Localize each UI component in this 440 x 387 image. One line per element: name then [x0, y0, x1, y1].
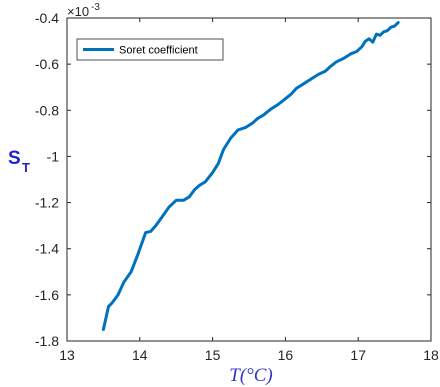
y-exponent-base: ×10	[67, 4, 89, 19]
y-tick-label: -1.6	[35, 287, 59, 303]
y-tick-label: -1.4	[35, 241, 59, 257]
x-tick-label: 13	[59, 347, 75, 363]
x-tick-label: 14	[132, 347, 148, 363]
x-tick-label: 16	[278, 347, 294, 363]
y-exponent: ×10 -3	[67, 2, 100, 19]
legend-label: Soret coefficient	[119, 45, 198, 57]
x-tick-label: 15	[205, 347, 221, 363]
x-tick-label: 18	[423, 347, 439, 363]
y-tick-label: -0.4	[35, 10, 59, 26]
x-tick-label: 17	[350, 347, 366, 363]
y-axis-label: S T	[8, 148, 30, 175]
y-exponent-power: -3	[91, 2, 100, 13]
y-axis-label-subscript: T	[22, 160, 30, 175]
y-tick-label: -1.8	[35, 333, 59, 349]
y-tick-label: -0.6	[35, 56, 59, 72]
x-axis-label: T(°C)	[229, 365, 273, 386]
y-tick-label: -1.2	[35, 195, 59, 211]
plot-area	[67, 18, 431, 341]
y-tick-label: -0.8	[35, 102, 59, 118]
legend: Soret coefficient	[77, 39, 223, 60]
y-axis-label-main: S	[8, 148, 21, 169]
y-tick-label: -1	[47, 148, 60, 164]
